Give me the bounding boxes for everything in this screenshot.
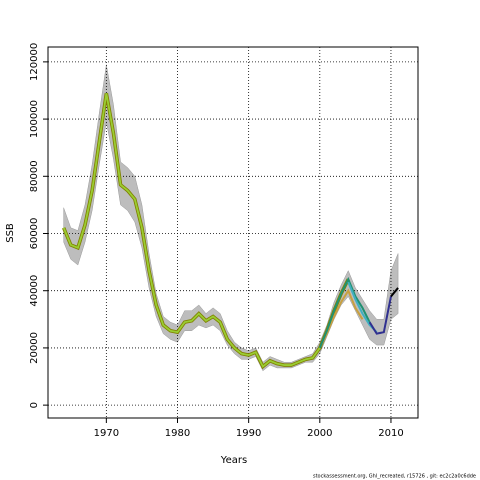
- y-tick-label: 20000: [29, 332, 40, 364]
- y-tick-label: 100000: [29, 100, 40, 138]
- plot-frame: [47, 46, 419, 419]
- line: [318, 288, 364, 349]
- x-tick-label: 1980: [165, 428, 190, 439]
- line: [390, 287, 399, 298]
- y-tick-label: 80000: [29, 160, 40, 192]
- line: [62, 93, 350, 368]
- line: [318, 276, 371, 349]
- confidence-band: [63, 64, 399, 372]
- y-tick-label: 60000: [29, 218, 40, 250]
- x-axis-label: Years: [220, 455, 247, 466]
- footer: stockassessment.org, Ghl_recreated, r157…: [313, 474, 476, 480]
- x-tick-label: 1970: [94, 428, 119, 439]
- x-tick-label: 1990: [236, 428, 261, 439]
- y-tick-label: 120000: [29, 43, 40, 81]
- y-tick-label: 0: [29, 402, 40, 408]
- line: [368, 296, 392, 335]
- x-tick-label: 2010: [378, 428, 403, 439]
- y-tick-label: 40000: [29, 275, 40, 307]
- x-tick-label: 2000: [307, 428, 332, 439]
- y-axis-label: SSB: [5, 223, 16, 243]
